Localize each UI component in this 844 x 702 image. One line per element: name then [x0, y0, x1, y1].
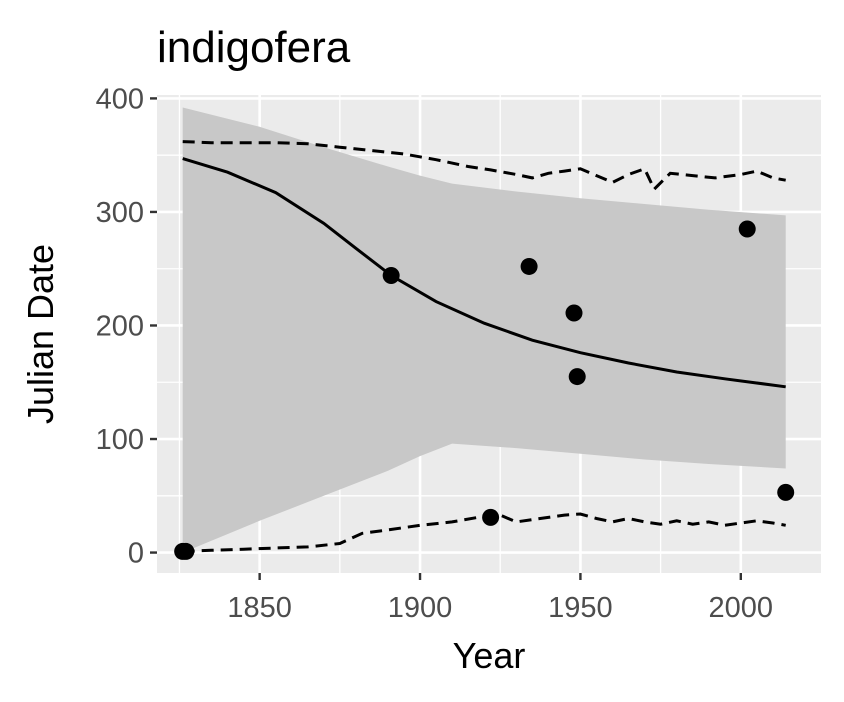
x-tick-label: 1900 [388, 592, 453, 624]
y-tick-label: 0 [128, 538, 144, 570]
data-point [565, 304, 583, 322]
data-point [738, 220, 756, 238]
y-tick-label: 100 [96, 424, 144, 456]
x-tick-label: 1950 [548, 592, 613, 624]
confidence-band [182, 107, 786, 553]
x-axis-title: Year [453, 635, 526, 676]
upper-dashed-line [182, 140, 786, 192]
data-point [777, 483, 795, 501]
lower-dashed-line [182, 512, 786, 553]
data-point [568, 368, 586, 386]
data-point [382, 267, 400, 285]
chart-title: indigofera [157, 23, 351, 72]
data-point [520, 257, 538, 275]
y-tick-label: 300 [96, 197, 144, 229]
data-points [174, 220, 795, 560]
data-point [482, 508, 500, 526]
fit-line [182, 157, 786, 389]
x-tick-label: 1850 [227, 592, 292, 624]
y-axis-title: Julian Date [20, 244, 61, 424]
y-axis: 0 100 200 300 400 [96, 83, 157, 570]
y-tick-label: 400 [96, 83, 144, 115]
data-point [177, 542, 195, 560]
x-axis: 1850 1900 1950 2000 [227, 573, 773, 624]
x-tick-label: 2000 [709, 592, 774, 624]
y-tick-label: 200 [96, 310, 144, 342]
